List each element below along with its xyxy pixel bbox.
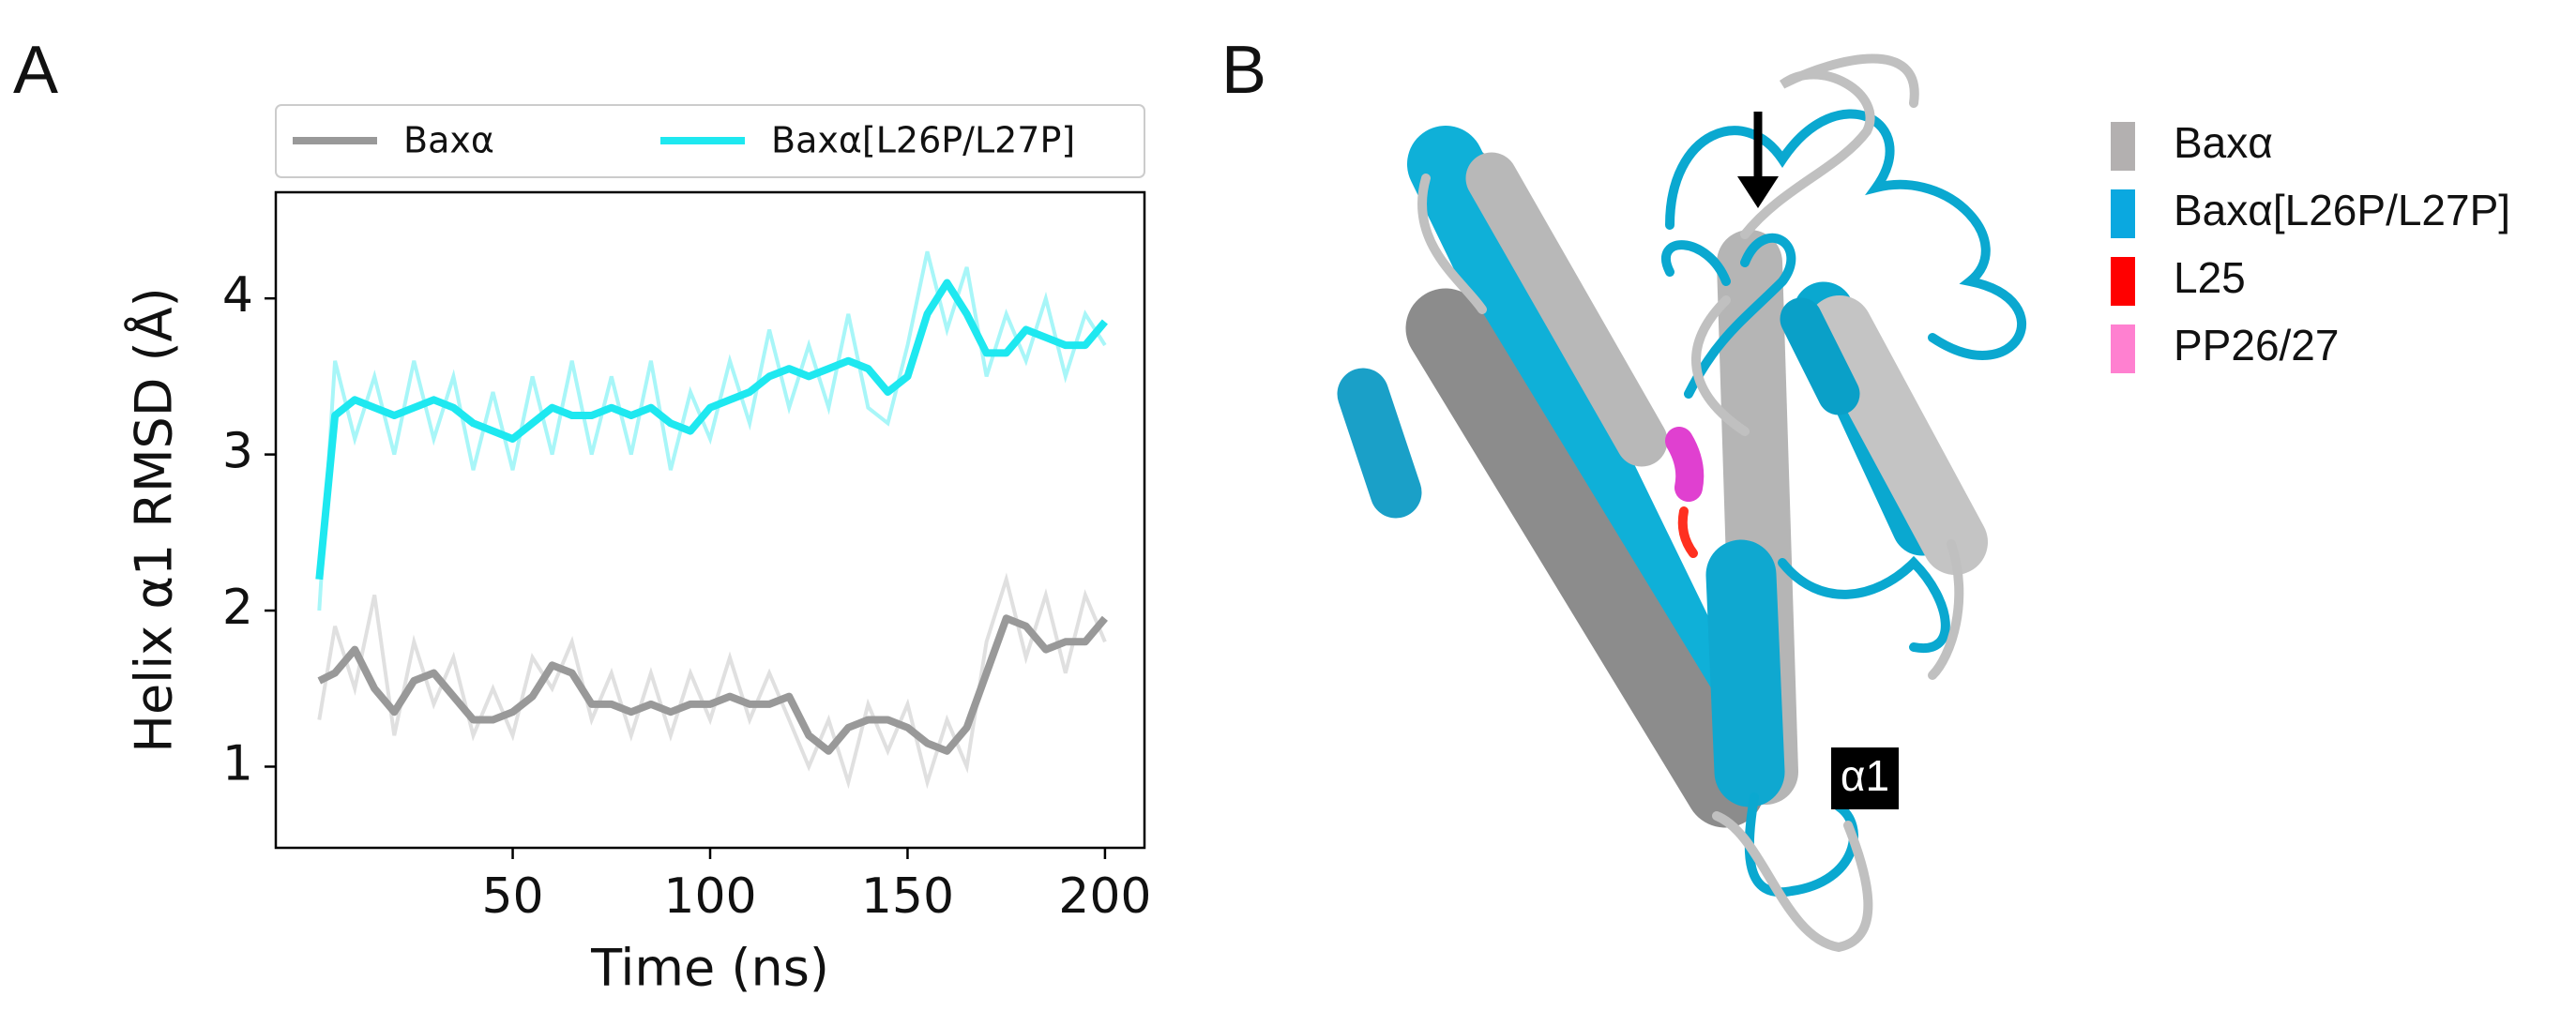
raw-line: [317, 572, 1107, 790]
helix: [1337, 368, 1422, 519]
helix: [1465, 152, 1668, 467]
legend-label: PP26/27: [2174, 321, 2339, 370]
line-chart: 50 100 150 200 1 2 3 4 Time (ns) Helix α1 RMSD (Å…: [124, 104, 1152, 998]
legend-swatch: [2111, 122, 2135, 171]
residue-l25: [1677, 506, 1698, 558]
helix: [1780, 297, 1860, 415]
x-tick-label: 50: [481, 868, 543, 925]
loop: [1417, 53, 1964, 953]
legend-swatch: [2111, 257, 2135, 306]
residue-pp: [1665, 427, 1705, 502]
annotation: α1: [1841, 751, 1889, 800]
annotation-box: [1831, 747, 1899, 809]
legend-swatch: [2111, 189, 2135, 238]
y-tick-label: 4: [222, 267, 253, 324]
legend-swatch: [2111, 324, 2135, 373]
helix: [1405, 288, 1765, 828]
protein-structure: α1: [1337, 53, 2027, 953]
smooth-line: [315, 279, 1108, 581]
legend-label: Baxα[L26P/L27P]: [2174, 186, 2510, 234]
legend-label: Baxα[L26P/L27P]: [771, 120, 1075, 161]
legend-label: Baxα: [403, 120, 494, 161]
structure-legend: Baxα Baxα[L26P/L27P] L25 PP26/27: [2111, 118, 2510, 373]
x-tick-label: 150: [861, 868, 954, 925]
helix: [1705, 539, 1785, 807]
legend-label: L25: [2174, 253, 2246, 302]
panel-label: A: [13, 33, 58, 108]
y-axis-label: Helix α1 RMSD (Å): [124, 287, 184, 752]
smooth-line: [317, 614, 1108, 755]
x-tick-label: 200: [1058, 868, 1151, 925]
raw-line: [317, 250, 1107, 611]
arrow-head: [1737, 176, 1779, 208]
panel-label: B: [1221, 33, 1266, 108]
x-axis-label: Time (ns): [590, 939, 829, 998]
y-tick-label: 2: [222, 580, 253, 636]
axes-frame: [274, 190, 1146, 850]
helix: [1807, 295, 1988, 575]
legend-label: Baxα: [2174, 118, 2273, 167]
loop: [1661, 109, 2027, 898]
y-tick-label: 1: [222, 735, 253, 792]
y-tick-label: 3: [222, 424, 253, 480]
x-tick-label: 100: [663, 868, 756, 925]
